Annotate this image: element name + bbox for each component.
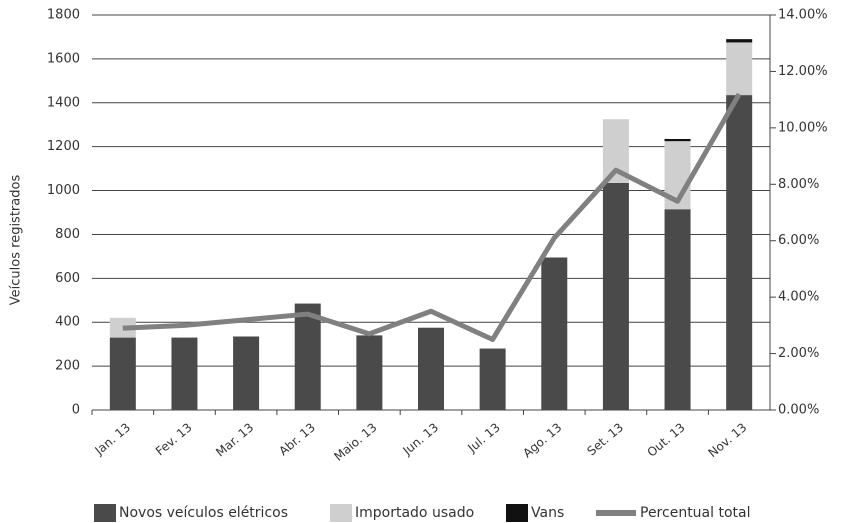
bar-segment (356, 335, 383, 410)
legend-label: Percentual total (640, 505, 750, 521)
y2-tick-label: 6.00% (778, 233, 819, 248)
bar-segment (726, 42, 753, 96)
y-axis-label: Veículos registrados (9, 175, 24, 306)
legend-swatch (596, 510, 636, 516)
y-tick-label: 0 (72, 403, 80, 418)
y-tick-label: 400 (55, 315, 80, 330)
x-tick-label: Jan. 13 (92, 420, 133, 458)
x-tick-label: Jun. 13 (400, 420, 442, 458)
x-tick-label: Jul. 13 (464, 420, 502, 455)
y-tick-label: 800 (55, 227, 80, 242)
y-tick-label: 1600 (47, 51, 80, 66)
y-tick-label: 1800 (47, 8, 80, 23)
x-tick-label: Out. 13 (645, 420, 688, 459)
y2-tick-label: 8.00% (778, 177, 819, 192)
bar-segment (418, 327, 444, 410)
legend-swatch (94, 504, 116, 522)
legend-label: Importado usado (355, 505, 474, 521)
x-tick-label: Nov. 13 (706, 420, 750, 460)
legend-label: Vans (531, 505, 564, 521)
x-tick-label: Fev. 13 (153, 420, 195, 458)
x-tick-label: Maio. 13 (331, 420, 379, 464)
x-tick-label: Ago. 13 (520, 420, 564, 460)
y2-tick-label: 2.00% (778, 346, 819, 361)
bar-segment (294, 303, 321, 410)
y2-tick-label: 14.00% (778, 8, 828, 23)
x-tick-label: Set. 13 (584, 420, 626, 458)
bar-segment (171, 337, 198, 410)
bar-segment (664, 138, 691, 142)
legend-label: Novos veículos elétricos (119, 505, 288, 521)
line-series (122, 92, 742, 342)
bar-segment (726, 95, 753, 410)
legend-swatch (330, 504, 352, 522)
y2-tick-label: 4.00% (778, 290, 819, 305)
y-tick-label: 1400 (47, 95, 80, 110)
bar-segment (479, 348, 506, 410)
bar-segment (541, 257, 568, 410)
bar-segment (109, 337, 136, 410)
bar-segment (726, 39, 753, 43)
y-tick-label: 600 (55, 271, 80, 286)
y-tick-label: 1000 (47, 183, 80, 198)
bar-segment (602, 182, 629, 410)
x-tick-label: Mar. 13 (213, 420, 256, 459)
bar-segment (233, 336, 260, 410)
y2-tick-label: 10.00% (778, 120, 828, 135)
y-tick-label: 1200 (47, 139, 80, 154)
x-tick-label: Abr. 13 (276, 420, 318, 458)
y2-tick-label: 12.00% (778, 64, 828, 79)
y2-tick-label: 0.00% (778, 403, 819, 418)
y-tick-label: 200 (55, 359, 80, 374)
legend-swatch (506, 504, 528, 522)
bar-segment (664, 209, 691, 410)
